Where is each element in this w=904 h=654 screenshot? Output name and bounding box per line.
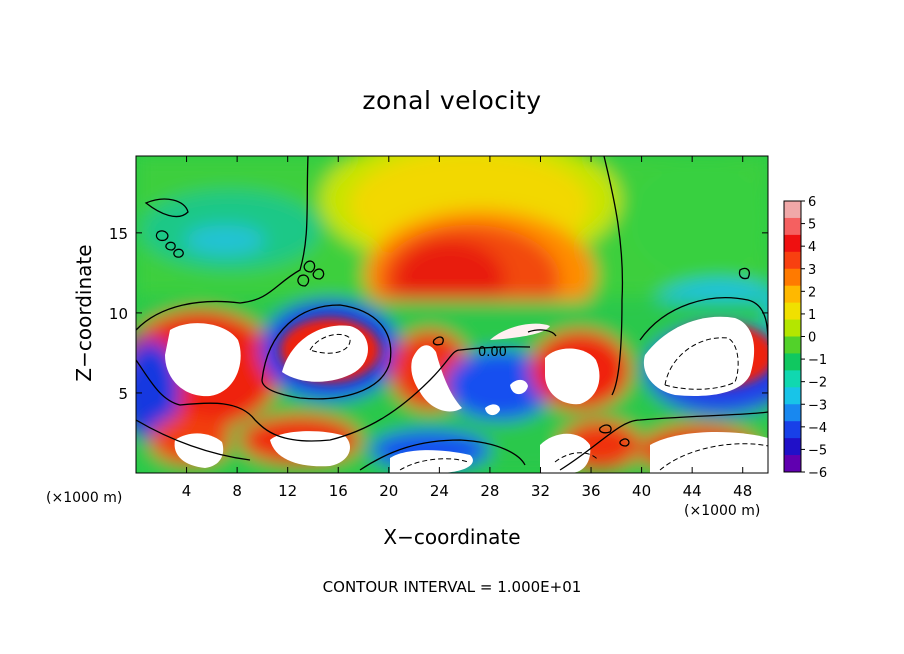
colorbar-swatch: [784, 268, 801, 287]
colorbar-swatch: [784, 319, 801, 337]
y-tick-label: 15: [109, 225, 128, 243]
x-tick-label: 20: [379, 482, 398, 500]
x-axis: 4 8 12 16 20 24 28 32 36 40 44 48: [182, 156, 752, 500]
x-tick-label: 12: [278, 482, 297, 500]
field-image: 0.00: [136, 156, 768, 473]
colorbar-tick-label: 6: [808, 195, 816, 210]
x-unit-right: (×1000 m): [684, 503, 761, 519]
colorbar-tick-label: −3: [808, 398, 827, 413]
colorbar-swatch: [784, 353, 801, 371]
colorbar-swatch: [784, 438, 801, 456]
colorbar-swatch: [784, 201, 801, 219]
y-tick-label: 5: [118, 385, 128, 403]
x-tick-label: 8: [232, 482, 242, 500]
colorbar-tick-label: 5: [808, 218, 816, 233]
chart-title: zonal velocity: [362, 86, 542, 115]
x-tick-label: 24: [430, 482, 449, 500]
colorbar-swatch: [784, 455, 801, 473]
colorbar-tick-label: 2: [808, 285, 816, 300]
x-tick-label: 48: [733, 482, 752, 500]
colorbar-swatch: [784, 370, 801, 388]
y-tick-label: 10: [109, 305, 128, 323]
contour-interval-note: CONTOUR INTERVAL = 1.000E+01: [322, 578, 582, 596]
plot-frame: [135, 155, 769, 474]
x-tick-label: 36: [581, 482, 600, 500]
colorbar-tick-label: −2: [808, 376, 827, 391]
colorbar-swatch: [784, 217, 801, 236]
y-axis-label: Z−coordinate: [72, 244, 96, 382]
colorbar-swatch: [784, 251, 801, 270]
colorbar: 6 5 4 3 2 1 0 −1 −2 −3 −4 −5 −6: [783, 195, 827, 481]
colorbar-tick-label: −1: [808, 353, 827, 368]
y-axis: 5 10 15: [109, 225, 768, 403]
x-tick-label: 4: [182, 482, 192, 500]
colorbar-tick-label: 0: [808, 331, 816, 346]
colorbar-tick-label: −4: [808, 421, 827, 436]
colorbar-swatch: [784, 421, 801, 439]
contour-label: 0.00: [478, 345, 507, 360]
colorbar-tick-label: 3: [808, 263, 816, 278]
colorbar-tick-label: −5: [808, 443, 827, 458]
colorbar-swatch: [784, 387, 801, 405]
colorbar-swatch: [784, 336, 801, 354]
x-axis-label: X−coordinate: [383, 525, 521, 549]
x-tick-label: 16: [329, 482, 348, 500]
x-tick-label: 40: [632, 482, 651, 500]
colorbar-tick-label: −6: [808, 466, 827, 481]
x-tick-label: 32: [531, 482, 550, 500]
colorbar-swatch: [784, 404, 801, 422]
x-unit-left: (×1000 m): [46, 490, 123, 506]
colorbar-swatch: [784, 234, 801, 253]
x-tick-label: 28: [480, 482, 499, 500]
colorbar-swatch: [784, 302, 801, 321]
colorbar-swatch: [784, 285, 801, 304]
colorbar-tick-label: 4: [808, 240, 816, 255]
colorbar-tick-label: 1: [808, 308, 816, 323]
x-tick-label: 44: [683, 482, 702, 500]
